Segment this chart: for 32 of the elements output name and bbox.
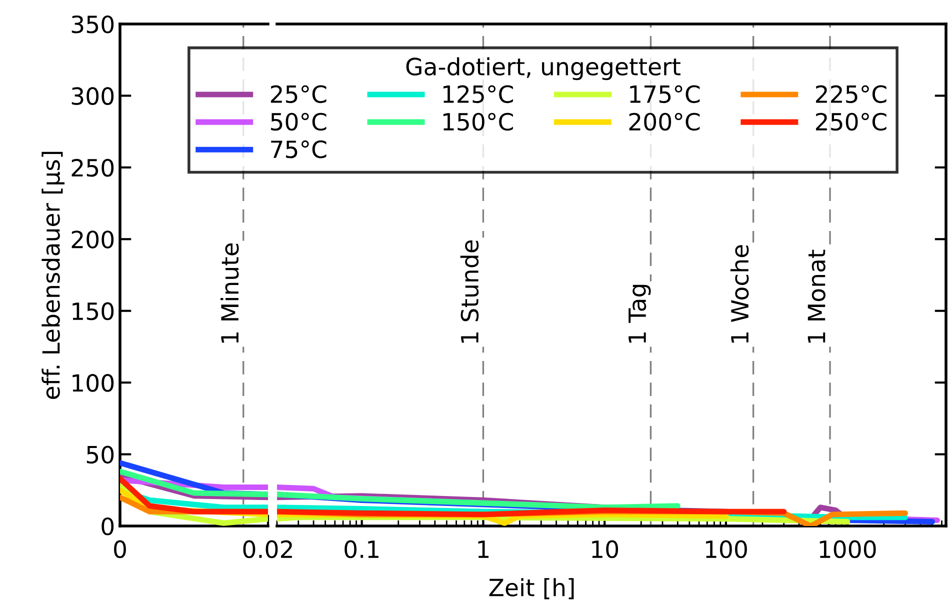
x-tick-label: 0.02 [243, 540, 292, 558]
legend-label: 50°C [271, 112, 326, 131]
x-tick-label: 1000 [820, 540, 876, 558]
ref-line-label: 1 Stunde [460, 240, 479, 343]
legend-label: 225°C [816, 85, 886, 104]
y-tick-label: 200 [72, 230, 114, 248]
legend-title: Ga-dotiert, ungegettert [406, 57, 680, 80]
legend-label: 250°C [816, 112, 886, 131]
x-axis-title: Zeit [h] [489, 578, 574, 600]
ref-line-label: 1 Minute [220, 243, 239, 343]
legend-label: 150°C [443, 112, 513, 131]
x-tick-label: 1 [478, 540, 489, 558]
y-tick-label: 250 [72, 158, 114, 177]
legend-label: 175°C [630, 85, 700, 104]
legend-label: 25°C [270, 85, 326, 104]
ref-line-label: 1 Monat [808, 250, 826, 343]
y-tick-label: 50 [86, 446, 114, 464]
x-tick-label: 100 [706, 540, 747, 558]
x-tick-label: 0 [114, 540, 126, 558]
y-tick-label: 0 [102, 517, 114, 536]
y-tick-label: 350 [72, 15, 114, 34]
legend-label: 125°C [443, 85, 513, 104]
y-tick-label: 300 [72, 87, 114, 106]
x-tick-label: 0.1 [344, 540, 378, 558]
ref-line-label: 1 Tag [628, 284, 651, 343]
y-tick-label: 100 [72, 374, 114, 392]
legend-label: 200°C [629, 112, 700, 131]
legend-label: 75°C [271, 140, 326, 158]
y-axis-title: eff. Lebensdauer [µs] [42, 152, 65, 399]
x-tick-label: 10 [592, 540, 618, 558]
ref-line-label: 1 Woche [730, 245, 749, 343]
y-tick-label: 150 [72, 302, 114, 320]
